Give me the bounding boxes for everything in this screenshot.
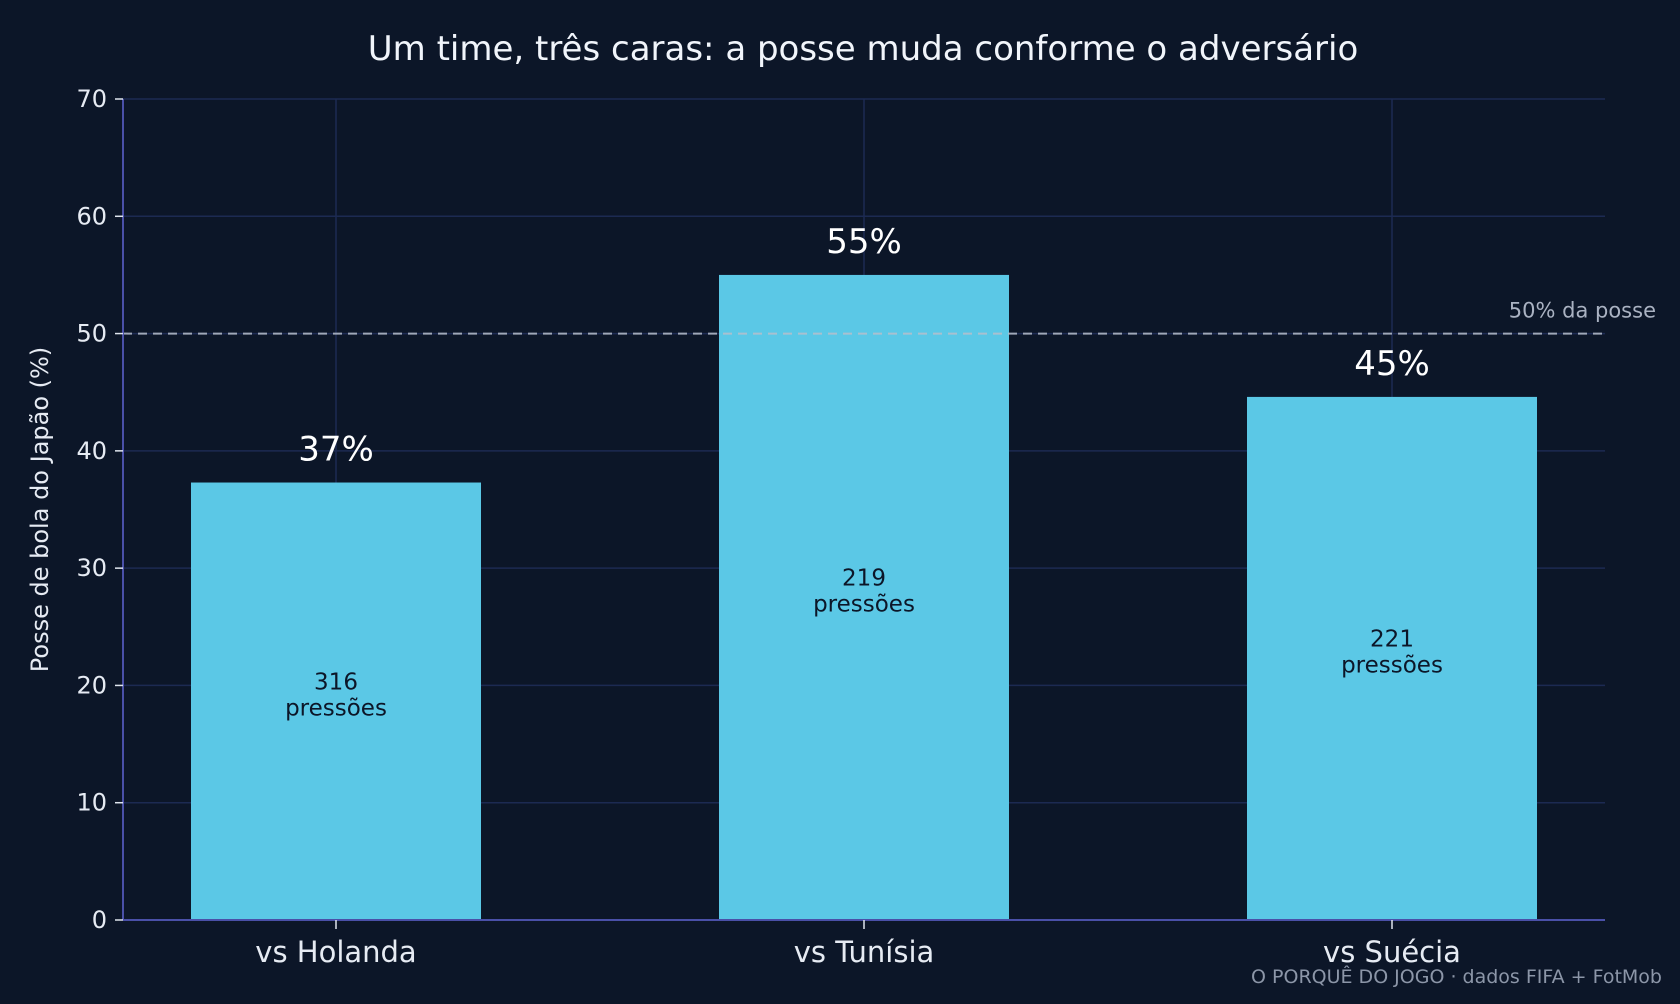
reference-line-group: 50% da posse (123, 299, 1656, 335)
y-tick-label: 40 (76, 437, 107, 465)
x-tick-label: vs Suécia (1323, 935, 1461, 969)
pressure-count: 316 (314, 669, 358, 695)
y-tick-label: 30 (76, 554, 107, 582)
y-tick-label: 10 (76, 789, 107, 817)
bar-pressure-label: 316 pressões (285, 669, 387, 721)
pressure-unit: pressões (813, 591, 915, 617)
y-tick-label: 20 (76, 671, 107, 699)
pressure-count: 221 (1370, 626, 1414, 652)
bar-value-label: 55% (826, 222, 902, 262)
bar-pressure-label: 221 pressões (1341, 626, 1443, 678)
pressure-count: 219 (842, 565, 886, 591)
bar-value-label: 37% (298, 430, 374, 470)
pressure-unit: pressões (1341, 652, 1443, 678)
y-tick-label: 50 (76, 320, 107, 348)
bars (191, 274, 1537, 920)
pressure-unit: pressões (285, 695, 387, 721)
y-tick-label: 70 (76, 85, 107, 113)
chart-title: Um time, três caras: a posse muda confor… (368, 29, 1359, 69)
x-tick-label: vs Holanda (255, 935, 416, 969)
y-tick-label: 60 (76, 202, 107, 230)
bar-pressure-label: 219 pressões (813, 565, 915, 617)
x-tick-label: vs Tunísia (794, 935, 935, 969)
bar (191, 482, 481, 920)
bar-value-label: 45% (1354, 344, 1430, 384)
y-axis-title: Posse de bola do Japão (%) (26, 347, 54, 672)
y-tick-label: 0 (92, 906, 107, 934)
axes (115, 98, 1605, 929)
reference-line-label: 50% da posse (1509, 299, 1656, 323)
labels: 0 10 20 30 40 50 60 70 vs Holanda vs Tunísia vs Su… (76, 85, 1461, 969)
credit-text: O PORQUÊ DO JOGO · dados FIFA + FotMob (1251, 965, 1662, 988)
bar (1247, 396, 1537, 920)
bar (719, 274, 1009, 920)
